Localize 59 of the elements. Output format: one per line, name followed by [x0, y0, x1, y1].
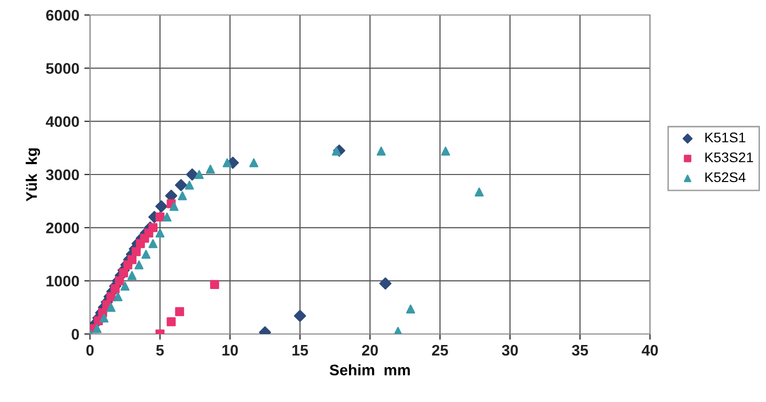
y-tick-label: 0 [72, 328, 79, 340]
point [162, 212, 172, 222]
point [379, 277, 392, 290]
x-tick-label: 0 [86, 344, 94, 356]
y-tick-label: 4000 [46, 116, 79, 128]
y-axis-title: Yük kg [26, 148, 40, 202]
point [441, 146, 450, 156]
x-axis-title: Sehim mm [330, 364, 410, 376]
point [142, 250, 150, 259]
legend-label: K51S1 [705, 132, 746, 142]
point [222, 158, 232, 168]
point [170, 202, 178, 211]
point [194, 170, 204, 179]
x-tick-label: 10 [222, 344, 238, 356]
point [106, 302, 116, 312]
y-tick-label: 2000 [46, 222, 79, 234]
point [474, 188, 484, 197]
y-tick-label: 3000 [46, 169, 79, 180]
point [148, 239, 158, 248]
point [156, 228, 164, 238]
point [249, 158, 258, 168]
point [155, 200, 168, 212]
point [178, 191, 187, 200]
point [186, 168, 198, 181]
x-tick-label: 30 [502, 344, 518, 356]
point [128, 271, 136, 280]
point [166, 317, 176, 326]
point [100, 314, 108, 323]
x-tick-label: 15 [292, 344, 308, 356]
y-tick-label: 6000 [46, 10, 79, 21]
y-tick-label: 1000 [46, 276, 79, 287]
point [174, 179, 188, 192]
point [294, 310, 306, 322]
point [134, 260, 144, 270]
point [206, 164, 215, 174]
x-tick-label: 25 [432, 344, 448, 356]
point [406, 304, 416, 314]
legend-label: K53S21 [705, 152, 754, 162]
point [132, 247, 141, 256]
point [148, 223, 158, 232]
x-tick-label: 35 [572, 344, 588, 356]
x-tick-label: 5 [156, 344, 164, 356]
y-tick-label: 5000 [46, 63, 79, 74]
point [119, 268, 128, 278]
point [128, 255, 136, 264]
legend-label: K52S4 [705, 172, 746, 182]
point [376, 146, 386, 156]
point [332, 146, 341, 156]
point [92, 324, 102, 334]
point [184, 180, 194, 190]
point [114, 292, 122, 302]
point [114, 276, 124, 286]
point [210, 280, 220, 290]
point [120, 282, 130, 291]
x-tick-label: 40 [642, 344, 658, 356]
point [156, 212, 164, 222]
x-tick-label: 20 [362, 344, 378, 356]
point [175, 307, 184, 316]
point [110, 284, 120, 294]
